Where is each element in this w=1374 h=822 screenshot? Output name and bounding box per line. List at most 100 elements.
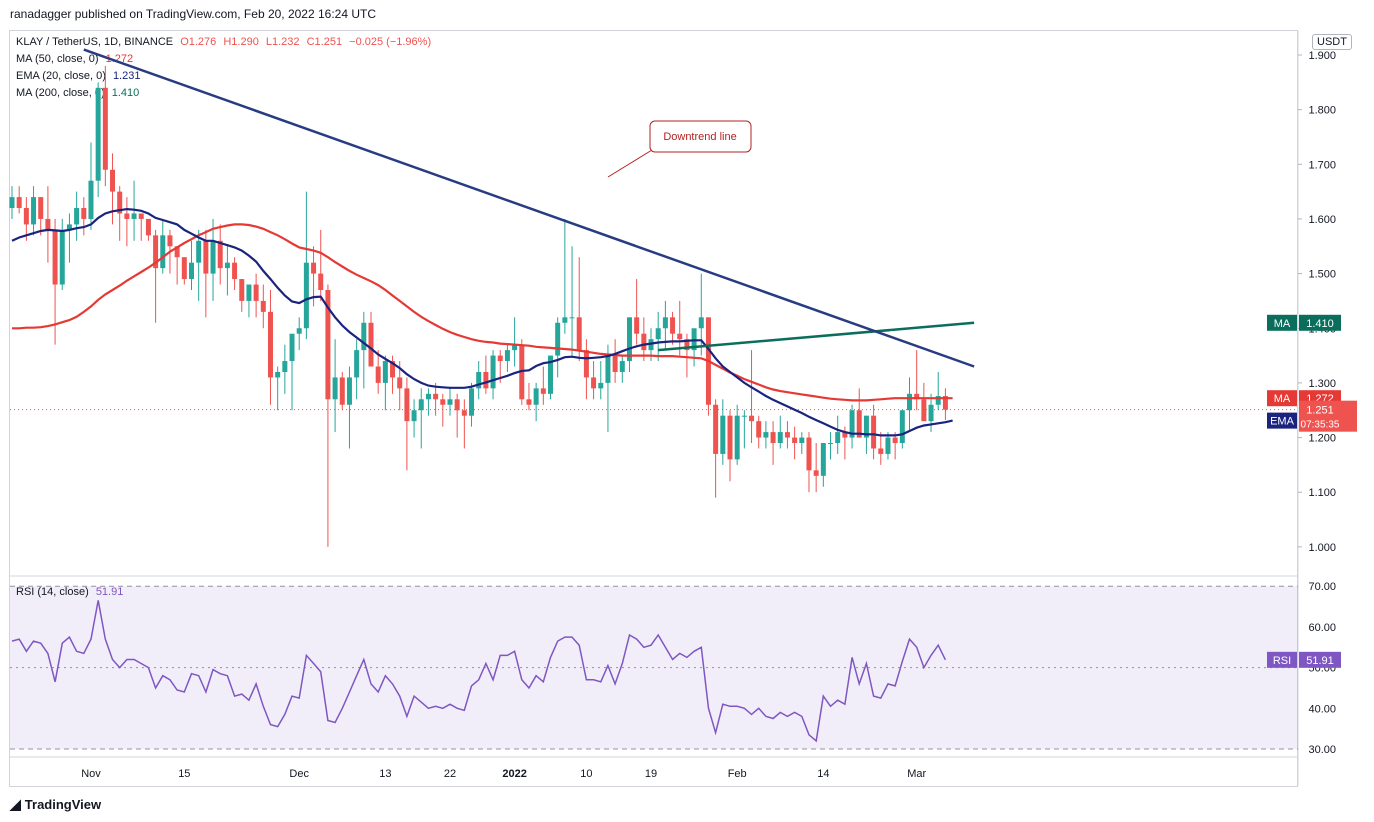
candle-body bbox=[756, 421, 762, 438]
tradingview-brand[interactable]: ◢ TradingView bbox=[10, 796, 101, 813]
symbol-legend: KLAY / TetherUS, 1D, BINANCE O1.276 H1.2… bbox=[16, 36, 431, 48]
candle-body bbox=[677, 333, 683, 340]
candle-body bbox=[311, 262, 317, 274]
candle-body bbox=[45, 218, 51, 230]
time-axis-label: Nov bbox=[81, 768, 101, 780]
candle-body bbox=[95, 87, 101, 181]
candle-body bbox=[619, 361, 625, 372]
time-axis-label: Dec bbox=[289, 768, 309, 780]
ma50-line bbox=[12, 223, 953, 402]
candle-body bbox=[490, 355, 496, 389]
candle-body bbox=[31, 197, 37, 225]
candle-body bbox=[253, 284, 259, 301]
candle-body bbox=[591, 377, 597, 389]
price-tick-label: 1.000 bbox=[1308, 542, 1336, 554]
candle-body bbox=[698, 317, 704, 329]
candle-body bbox=[224, 262, 230, 269]
candle-body bbox=[691, 328, 697, 351]
candle-body bbox=[325, 289, 331, 400]
rsi-legend[interactable]: RSI (14, close) 51.91 bbox=[16, 586, 123, 598]
indicator-legend-ma200[interactable]: MA (200, close, 0) 1.410 bbox=[16, 87, 139, 99]
candle-body bbox=[346, 377, 352, 405]
time-axis-label: 13 bbox=[379, 768, 391, 780]
candle-body bbox=[153, 235, 159, 269]
candle-body bbox=[59, 229, 65, 285]
time-axis-label: Mar bbox=[907, 768, 926, 780]
ma200-tag-value-bg bbox=[1299, 314, 1341, 331]
candle-body bbox=[404, 388, 410, 422]
tradingview-logo-icon: ◢ bbox=[10, 796, 21, 812]
candle-body bbox=[562, 317, 568, 323]
candle-body bbox=[375, 366, 381, 383]
rsi-label: RSI (14, close) bbox=[16, 586, 89, 598]
candle-body bbox=[878, 448, 884, 454]
currency-badge[interactable]: USDT bbox=[1312, 34, 1352, 50]
rsi-tick-label: 60.00 bbox=[1308, 622, 1336, 634]
candle-body bbox=[332, 377, 338, 400]
candle-body bbox=[461, 410, 467, 416]
price-tick-label: 1.600 bbox=[1308, 214, 1336, 226]
ema-tag-label: EMA bbox=[1270, 416, 1295, 428]
callout-pointer bbox=[607, 149, 653, 178]
candle-body bbox=[914, 393, 920, 400]
candle-body bbox=[318, 273, 324, 290]
indicator-legend-ema20[interactable]: EMA (20, close, 0) 1.231 bbox=[16, 70, 140, 82]
indicator-value: 1.231 bbox=[112, 70, 141, 82]
ma200-tag-label: MA bbox=[1274, 318, 1291, 330]
candle-body bbox=[842, 432, 848, 438]
candle-body bbox=[512, 344, 518, 351]
candle-body bbox=[217, 240, 223, 269]
candle-body bbox=[267, 311, 273, 378]
rsi-tick-label: 70.00 bbox=[1308, 581, 1336, 593]
candle-body bbox=[469, 388, 475, 416]
ma200-tag-value: 1.410 bbox=[1306, 318, 1334, 330]
candle-body bbox=[117, 191, 123, 214]
candle-body bbox=[820, 443, 826, 476]
candle-body bbox=[160, 235, 166, 269]
candle-body bbox=[66, 224, 72, 230]
callout-text: Downtrend line bbox=[663, 131, 736, 143]
rsi-tag-value-bg bbox=[1299, 651, 1341, 668]
symbol-name[interactable]: KLAY / TetherUS, 1D, BINANCE bbox=[16, 36, 174, 48]
candle-body bbox=[124, 213, 130, 219]
candle-body bbox=[555, 322, 561, 356]
candle-body bbox=[806, 437, 812, 471]
last-price-tag-bg bbox=[1299, 400, 1357, 432]
price-tick-label: 1.200 bbox=[1308, 433, 1336, 445]
candle-body bbox=[885, 437, 891, 454]
rsi-tag-label: RSI bbox=[1273, 655, 1291, 667]
candle-body bbox=[856, 410, 862, 438]
rsi-tag-label-bg bbox=[1267, 651, 1297, 668]
candle-body bbox=[784, 432, 790, 438]
candle-body bbox=[763, 432, 769, 438]
candle-body bbox=[605, 355, 611, 383]
time-axis-label: 15 bbox=[178, 768, 190, 780]
candle-body bbox=[921, 399, 927, 422]
candle-body bbox=[210, 240, 216, 274]
candle-body bbox=[397, 377, 403, 389]
candle-body bbox=[382, 361, 388, 383]
candle-body bbox=[425, 393, 431, 400]
candle-body bbox=[828, 443, 834, 445]
candle-body bbox=[849, 410, 855, 438]
candle-body bbox=[835, 432, 841, 444]
candle-body bbox=[354, 350, 360, 378]
candle-body bbox=[626, 317, 632, 362]
candle-body bbox=[232, 262, 238, 280]
candle-body bbox=[368, 322, 374, 367]
candle-body bbox=[662, 317, 668, 329]
last-price-value: 1.251 bbox=[1306, 405, 1334, 417]
candle-body bbox=[734, 415, 740, 460]
candle-body bbox=[289, 333, 295, 362]
time-axis-label: 2022 bbox=[502, 768, 526, 780]
indicator-legend-ma50[interactable]: MA (50, close, 0) 1.272 bbox=[16, 53, 133, 65]
candle-body bbox=[203, 240, 209, 274]
last-price-countdown: 07:35:35 bbox=[1301, 420, 1340, 431]
candle-body bbox=[813, 470, 819, 476]
candle-body bbox=[655, 328, 661, 340]
indicator-value: 1.410 bbox=[111, 87, 140, 99]
ema20-line bbox=[11, 207, 953, 437]
time-axis-label: 14 bbox=[817, 768, 829, 780]
candle-body bbox=[88, 180, 94, 219]
